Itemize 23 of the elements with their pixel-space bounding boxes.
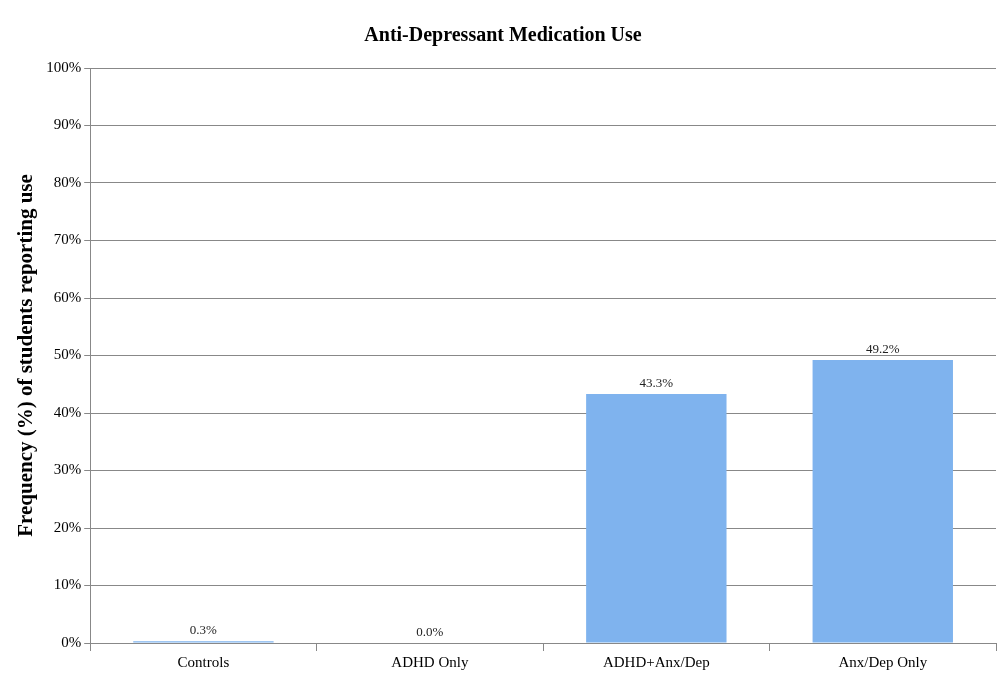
bar	[586, 394, 727, 643]
y-tick-label: 80%	[53, 173, 82, 190]
y-tick-label: 100%	[46, 58, 82, 75]
data-label: 43.3%	[639, 374, 674, 390]
x-tick-label: Anx/Dep Only	[838, 653, 928, 670]
y-tick-label: 30%	[53, 461, 82, 478]
y-tick-label: 20%	[53, 518, 82, 535]
data-label: 0.3%	[189, 622, 218, 638]
data-label: 49.2%	[865, 341, 900, 357]
y-tick-label: 40%	[53, 403, 82, 420]
y-tick-label: 60%	[53, 288, 82, 305]
y-tick-label: 70%	[53, 231, 82, 248]
bar	[812, 360, 953, 643]
x-tick-label: Controls	[177, 653, 230, 670]
x-tick-label: ADHD+Anx/Dep	[602, 653, 710, 670]
y-tick-label: 10%	[53, 576, 82, 593]
chart-title: Anti-Depressant Medication Use	[364, 23, 642, 47]
y-tick-label: 90%	[53, 116, 82, 133]
x-tick-label: ADHD Only	[391, 653, 469, 670]
data-label: 0.0%	[416, 623, 444, 639]
y-tick-label: 0%	[61, 633, 82, 650]
y-axis-title: Frequency (%) of students reporting use	[13, 174, 38, 537]
y-tick-label: 50%	[53, 346, 82, 363]
